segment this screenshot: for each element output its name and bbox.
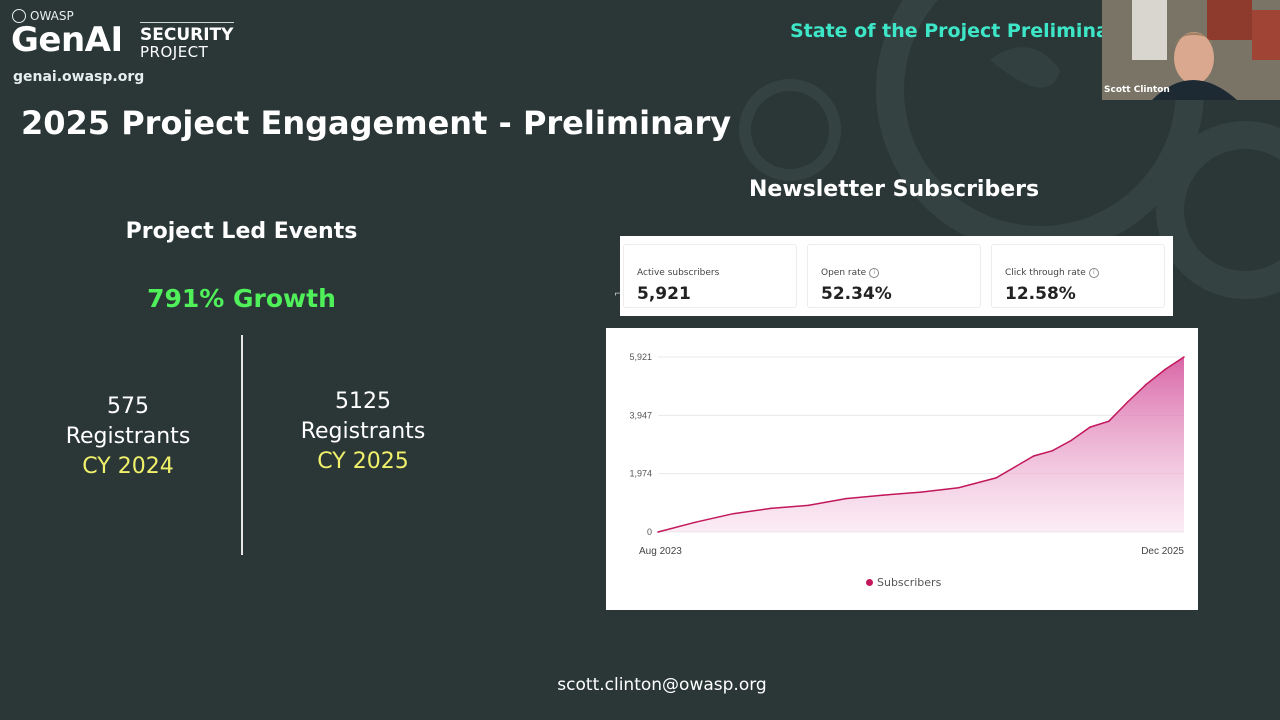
slide-title: 2025 Project Engagement - Preliminary: [21, 104, 732, 142]
logo-security-text: SECURITY: [140, 25, 234, 45]
metric-value: 12.58%: [1005, 284, 1076, 304]
mouse-cursor-icon: ⌐: [614, 289, 623, 300]
stat-2025-count: 5125: [335, 389, 391, 414]
y-tick-label: 5,921: [629, 352, 652, 362]
logo-divider: [140, 22, 234, 23]
events-title: Project Led Events: [125, 219, 358, 244]
y-tick-label: 1,974: [629, 469, 652, 479]
owasp-small-logo: OWASP: [12, 9, 74, 23]
stat-2024: 575 Registrants CY 2024: [28, 392, 228, 482]
stat-2024-label: Registrants: [65, 424, 191, 449]
info-icon[interactable]: i: [1088, 268, 1099, 278]
metric-value: 5,921: [637, 284, 691, 304]
participant-name: Scott Clinton: [1104, 85, 1170, 95]
metric-label: Click through rate i: [1005, 268, 1099, 278]
data-point: [995, 477, 997, 479]
data-point: [845, 497, 847, 500]
metric-label-text: Active subscribers: [637, 268, 720, 278]
metrics-panel: Active subscribers 5,921 Open rate i 52.3…: [620, 236, 1173, 316]
genai-logo-text: GenAI: [11, 20, 123, 60]
data-point: [732, 512, 734, 515]
webcam-person-icon: [1102, 0, 1280, 100]
metric-label: Open rate i: [821, 268, 880, 278]
info-icon[interactable]: i: [869, 268, 880, 278]
deck-title: State of the Project Preliminary: [790, 20, 1131, 42]
metric-card-ctr: Click through rate i 12.58%: [991, 244, 1165, 308]
stat-2025-year: CY 2025: [317, 449, 409, 474]
legend-label: Subscribers: [877, 576, 942, 589]
logo-project-text: PROJECT: [140, 43, 209, 61]
data-point: [920, 491, 922, 493]
stat-2024-year: CY 2024: [82, 454, 174, 479]
metric-card-active: Active subscribers 5,921: [623, 244, 797, 308]
data-point: [1126, 401, 1129, 403]
data-point: [1164, 368, 1167, 371]
logo-url: genai.owasp.org: [13, 69, 145, 85]
data-point: [694, 521, 697, 524]
metric-value: 52.34%: [821, 284, 892, 304]
stat-2025-label: Registrants: [300, 419, 426, 444]
data-point: [657, 531, 659, 533]
stat-2025: 5125 Registrants CY 2025: [263, 387, 463, 477]
growth-label: 791% Growth: [147, 284, 336, 313]
webcam-video[interactable]: [1102, 0, 1280, 100]
chart-legend: Subscribers: [866, 576, 941, 589]
stat-2024-count: 575: [107, 394, 149, 419]
data-point: [1108, 420, 1110, 422]
data-point: [769, 507, 772, 510]
data-point: [957, 486, 960, 489]
metric-label-text: Open rate: [821, 268, 867, 278]
metric-card-open-rate: Open rate i 52.34%: [807, 244, 981, 308]
y-tick-label: 3,947: [629, 410, 652, 420]
x-tick-label: Dec 2025: [1141, 546, 1184, 557]
newsletter-title: Newsletter Subscribers: [749, 177, 1040, 202]
x-tick-label: Aug 2023: [639, 546, 682, 557]
footer-email: scott.clinton@owasp.org: [557, 675, 767, 695]
data-point: [807, 504, 810, 507]
data-point: [1051, 449, 1054, 452]
series-area: [658, 357, 1184, 532]
data-point: [882, 494, 885, 496]
chart-svg: 5,921 3,947 1,974 0 Aug 2023 Dec 2025: [629, 352, 1185, 557]
owasp-icon: [12, 9, 26, 23]
legend-dot-icon: [866, 579, 873, 586]
events-divider: [241, 335, 243, 555]
data-point: [1145, 383, 1148, 386]
data-point: [1032, 455, 1035, 457]
data-point: [1089, 426, 1091, 428]
data-point: [1070, 439, 1073, 442]
subscribers-chart: 5,921 3,947 1,974 0 Aug 2023 Dec 2025 Subscri…: [606, 328, 1198, 610]
y-tick-label: 0: [647, 527, 652, 537]
metric-label: Active subscribers: [637, 268, 719, 278]
owasp-text: OWASP: [30, 9, 74, 23]
metric-label-text: Click through rate: [1005, 268, 1086, 278]
data-point: [1183, 356, 1185, 358]
